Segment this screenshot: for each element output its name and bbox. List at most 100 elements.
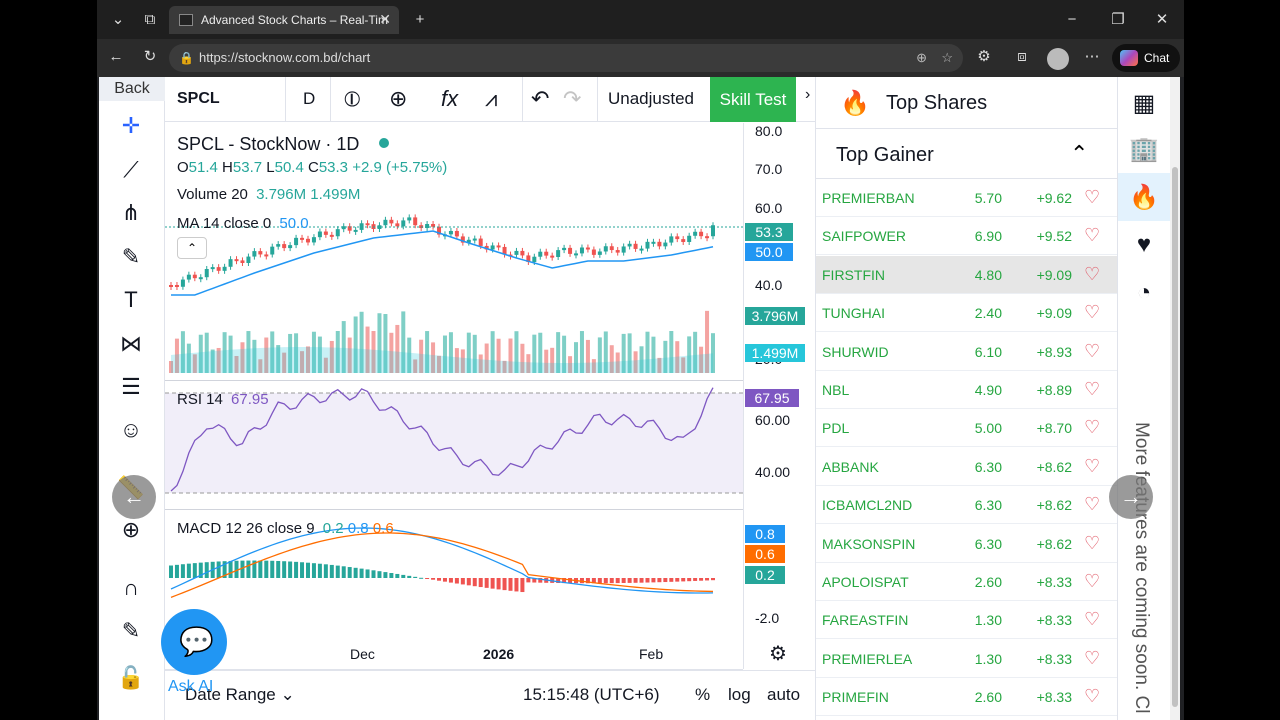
collapse-legend-button[interactable]: ⌃: [177, 237, 207, 259]
url-field[interactable]: 🔒 https://stocknow.com.bd/chart ⊕ ☆: [169, 44, 963, 72]
heart-icon[interactable]: ♥: [1136, 231, 1152, 258]
magnet-icon[interactable]: ∩: [123, 575, 139, 600]
layout-icon[interactable]: ▦: [1132, 89, 1156, 117]
crosshair-icon[interactable]: ✛: [121, 113, 141, 138]
gainer-row[interactable]: PRIMEFIN 2.60 +8.33 ♡: [816, 678, 1118, 717]
pattern-icon[interactable]: ⋈: [120, 331, 142, 356]
favorite-star-icon[interactable]: ☆: [941, 50, 953, 65]
building-icon[interactable]: 🏢: [1129, 135, 1159, 163]
gainer-row[interactable]: TUNGHAI 2.40 +9.09 ♡: [816, 294, 1118, 333]
hot-flame-icon[interactable]: 🔥: [1118, 173, 1170, 221]
next-arrow-icon[interactable]: →: [1109, 475, 1153, 519]
back-arrow-icon[interactable]: ←: [108, 48, 124, 65]
compare-icon[interactable]: ⩘: [485, 86, 498, 111]
function-icon[interactable]: fx: [441, 86, 459, 111]
back-button[interactable]: Back: [99, 77, 165, 101]
heart-outline-icon[interactable]: ♡: [1084, 686, 1101, 707]
pie-chart-icon[interactable]: ◔: [1136, 279, 1152, 306]
auto-toggle[interactable]: auto: [767, 685, 801, 704]
gainer-row[interactable]: ABBANK 6.30 +8.62 ♡: [816, 448, 1118, 486]
heart-outline-icon[interactable]: ♡: [1084, 302, 1101, 323]
fib-retracement-icon[interactable]: ☰: [121, 374, 141, 399]
workspaces-icon[interactable]: ⧉: [144, 11, 156, 28]
gainer-row[interactable]: PREMIERBAN 5.70 +9.62 ♡: [816, 179, 1118, 217]
brush-icon[interactable]: ✎: [121, 244, 141, 269]
adjustment-button[interactable]: Unadjusted: [608, 89, 695, 108]
interval-button[interactable]: D: [303, 89, 316, 108]
indicators-add-icon[interactable]: ⊕: [389, 86, 408, 111]
trendline-icon[interactable]: ⟋: [123, 157, 139, 182]
log-toggle[interactable]: log: [728, 685, 751, 704]
text-tool-icon[interactable]: T: [124, 287, 138, 312]
minimize-icon[interactable]: −: [1067, 11, 1077, 28]
heart-outline-icon[interactable]: ♡: [1084, 379, 1101, 399]
gainer-row[interactable]: NBL 4.90 +8.89 ♡: [816, 371, 1118, 409]
undo-icon[interactable]: ↶: [531, 86, 550, 111]
stock-name: PREMIERLEA: [822, 650, 913, 667]
skill-test-button[interactable]: Skill Test: [710, 77, 796, 122]
window-close-icon[interactable]: ✕: [1155, 11, 1169, 28]
heart-outline-icon[interactable]: ♡: [1084, 609, 1101, 630]
gainer-row[interactable]: PDL 5.00 +8.70 ♡: [816, 409, 1118, 448]
heart-outline-icon[interactable]: ♡: [1084, 225, 1101, 246]
zoom-icon[interactable]: ⊕: [916, 50, 927, 65]
heart-outline-icon[interactable]: ♡: [1084, 187, 1101, 207]
lock-drawings-icon[interactable]: ✎: [121, 618, 141, 643]
x-tick-2026: 2026: [483, 646, 515, 662]
ask-ai-button[interactable]: 💬: [161, 609, 227, 675]
stock-name: FIRSTFIN: [822, 266, 885, 283]
date-range-button[interactable]: Date Range ⌄: [185, 685, 295, 704]
avatar[interactable]: [1047, 48, 1069, 70]
chart-settings-icon[interactable]: ⚙: [769, 643, 787, 665]
prev-arrow-icon[interactable]: ←: [112, 475, 156, 519]
gainer-row[interactable]: APOLOISPAT 2.60 +8.33 ♡: [816, 563, 1118, 601]
ask-ai-label[interactable]: Ask AI: [168, 678, 214, 695]
reload-icon[interactable]: ↻: [143, 48, 157, 65]
tab-close-icon[interactable]: ✕: [379, 11, 391, 27]
volume-bar: [639, 346, 644, 373]
more-arrow-icon[interactable]: ›: [805, 86, 811, 103]
chat-button[interactable]: Chat: [1112, 44, 1180, 72]
gainer-row[interactable]: ICBAMCL2ND 6.30 +8.62 ♡: [816, 486, 1118, 525]
price-tag: 53.3: [745, 223, 793, 241]
gainer-row[interactable]: FAREASTFIN 1.30 +8.33 ♡: [816, 601, 1118, 640]
heart-outline-icon[interactable]: ♡: [1084, 571, 1101, 591]
percent-toggle[interactable]: %: [695, 685, 711, 704]
stock-name: SAIFPOWER: [822, 228, 907, 245]
chart-canvas[interactable]: [165, 123, 743, 669]
symbol-search[interactable]: SPCL: [177, 90, 220, 107]
heart-outline-icon[interactable]: ♡: [1084, 494, 1101, 515]
chart-area[interactable]: SPCL - StockNow · 1D O51.4 H53.7 L50.4 C…: [165, 123, 815, 716]
macd-hist-bar: [568, 578, 573, 584]
gainer-row[interactable]: PREMIERLEA 1.30 +8.33 ♡: [816, 640, 1118, 678]
tab-menu-icon[interactable]: ⌄: [111, 11, 125, 28]
pitchfork-icon[interactable]: ⋔: [121, 200, 141, 225]
heart-outline-icon[interactable]: ♡: [1084, 455, 1101, 476]
emoji-icon[interactable]: ☺: [119, 417, 143, 442]
candle-body: [401, 220, 406, 227]
gainer-row[interactable]: FIRSTFIN 4.80 +9.09 ♡: [816, 255, 1118, 294]
top-gainer-header[interactable]: Top Gainer ⌃: [816, 129, 1118, 179]
heart-outline-icon[interactable]: ♡: [1084, 263, 1101, 284]
redo-icon[interactable]: ↷: [563, 86, 582, 111]
heart-outline-icon[interactable]: ♡: [1084, 340, 1101, 361]
macd-hist-bar: [597, 578, 602, 584]
heart-outline-icon[interactable]: ♡: [1084, 647, 1101, 668]
screenshot-icon[interactable]: ⧈: [1017, 48, 1027, 65]
candles-icon[interactable]: ⦶: [344, 86, 360, 111]
page-scrollbar[interactable]: [1170, 77, 1180, 720]
new-tab-icon[interactable]: +: [415, 11, 425, 28]
zoom-in-icon[interactable]: ⊕: [121, 517, 141, 542]
more-menu-icon[interactable]: ⋯: [1084, 48, 1100, 65]
gainer-row[interactable]: MAKSONSPIN 6.30 +8.62 ♡: [816, 525, 1118, 563]
scroll-thumb[interactable]: [1172, 167, 1178, 707]
unlock-icon[interactable]: 🔓: [117, 665, 145, 690]
gainer-row[interactable]: SHURWID 6.10 +8.93 ♡: [816, 333, 1118, 371]
heart-outline-icon[interactable]: ♡: [1084, 417, 1101, 438]
gainer-row[interactable]: SAIFPOWER 6.90 +9.52 ♡: [816, 217, 1118, 256]
tab-active[interactable]: Advanced Stock Charts – Real-Tim ✕: [169, 6, 399, 34]
extensions-icon[interactable]: ⚙: [977, 48, 991, 65]
heart-outline-icon[interactable]: ♡: [1084, 532, 1101, 553]
restore-icon[interactable]: ❐: [1111, 11, 1125, 28]
chevron-up-icon[interactable]: ⌃: [1070, 141, 1089, 166]
